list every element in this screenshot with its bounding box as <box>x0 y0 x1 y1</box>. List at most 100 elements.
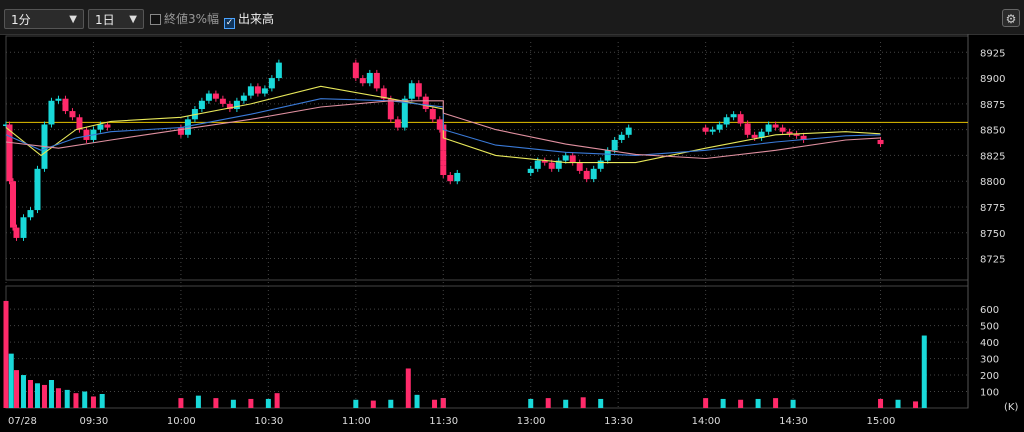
candle-body <box>534 160 541 169</box>
candle-body <box>408 83 415 99</box>
time-tick-label: 13:00 <box>517 416 546 427</box>
period-dropdown[interactable]: 1日 ▼ <box>88 9 144 29</box>
candle-body <box>597 160 604 169</box>
volume-bar <box>755 398 761 408</box>
candle-body <box>9 181 16 228</box>
candle-body <box>527 168 534 173</box>
price-tick-label: 8900 <box>980 74 1005 85</box>
candle-body <box>576 162 583 171</box>
candle-body <box>618 134 625 140</box>
volume-bar <box>73 393 79 408</box>
candle-body <box>415 83 422 97</box>
chart-toolbar: 1分 ▼ 1日 ▼ 終値3%幅 ✓ 出来高 ⚙ <box>0 0 1024 35</box>
candle-body <box>541 160 548 163</box>
volume-tick-label: 300 <box>980 355 999 366</box>
volume-bar <box>265 398 271 408</box>
price-tick-label: 8825 <box>980 151 1005 162</box>
candle-body <box>730 114 737 118</box>
volume-bar <box>432 399 438 408</box>
candle-body <box>212 93 219 99</box>
candle-body <box>97 124 104 130</box>
volume-bar <box>895 399 901 408</box>
time-axis: 07/28 09:30 10:00 10:30 11:00 11:30 13:00 13:30… <box>8 416 895 427</box>
candle-body <box>793 133 800 136</box>
volume-checkbox[interactable]: ✓ 出来高 <box>224 11 275 29</box>
candle-body <box>562 155 569 161</box>
candle-body <box>48 100 55 125</box>
volume-bar <box>8 353 14 408</box>
volume-bar <box>90 396 96 408</box>
time-tick-label: 11:00 <box>342 416 371 427</box>
volume-bar <box>34 383 40 408</box>
volume-bar <box>414 394 420 408</box>
price-panel-frame <box>5 35 969 281</box>
time-tick-label: 14:30 <box>779 416 808 427</box>
time-tick-label: 11:30 <box>429 416 458 427</box>
time-tick-label: 09:30 <box>79 416 108 427</box>
time-tick-label: 14:00 <box>692 416 721 427</box>
volume-bar <box>55 388 61 408</box>
candle-body <box>716 124 723 130</box>
volume-bar <box>248 398 254 408</box>
candle-body <box>583 170 590 180</box>
candle-body <box>751 134 758 138</box>
candle-body <box>76 117 83 130</box>
candle-body <box>69 111 76 118</box>
volume-bar <box>64 389 70 408</box>
candle-body <box>366 72 373 84</box>
close-range-label: 終値3%幅 <box>164 12 220 26</box>
candle-body <box>198 100 205 110</box>
volume-tick-label: 100 <box>980 388 999 399</box>
time-tick-label: 15:00 <box>867 416 896 427</box>
volume-bar <box>790 399 796 408</box>
candle-body <box>401 98 408 128</box>
volume-unit-label: (K) <box>1004 402 1018 413</box>
candle-body <box>373 72 380 89</box>
candle-body <box>429 109 436 120</box>
volume-bar <box>20 375 26 408</box>
candle-body <box>765 124 772 132</box>
volume-bar <box>405 368 411 408</box>
candle-body <box>177 127 184 135</box>
candle-body <box>387 98 394 120</box>
candle-body <box>394 119 401 128</box>
moving-average-lines <box>5 85 881 164</box>
volume-bar <box>720 398 726 408</box>
volume-bar <box>213 398 219 408</box>
candle-body <box>55 98 62 101</box>
volume-bar <box>27 380 33 408</box>
volume-label: 出来高 <box>238 12 275 26</box>
candle-body <box>247 86 254 96</box>
volume-panel-frame <box>5 285 969 409</box>
volume-bar <box>738 399 744 408</box>
candle-body <box>268 78 275 89</box>
candle-body <box>786 131 793 134</box>
gear-icon[interactable]: ⚙ <box>1002 9 1020 27</box>
candle-body <box>34 168 41 211</box>
candle-body <box>3 124 9 126</box>
period-value: 1日 <box>95 13 115 27</box>
moving-average-line <box>5 100 881 160</box>
volume-bar <box>440 398 446 408</box>
candle-body <box>440 150 447 161</box>
volume-bar <box>3 300 9 408</box>
candle-body <box>723 117 730 125</box>
candle-body <box>104 124 111 128</box>
candle-body <box>877 139 884 145</box>
volume-axis: 100 200 300 400 500 600 <box>980 305 999 398</box>
price-tick-label: 8925 <box>980 48 1005 59</box>
candle-body <box>737 114 744 124</box>
volume-bar <box>563 399 569 408</box>
volume-bar <box>913 401 919 408</box>
volume-bar <box>773 398 779 408</box>
candle-body <box>240 95 247 101</box>
candle-body <box>447 175 454 182</box>
volume-bar <box>703 398 709 408</box>
candle-body <box>779 127 786 132</box>
interval-dropdown[interactable]: 1分 ▼ <box>4 9 84 29</box>
volume-bar <box>580 397 586 408</box>
candle-body <box>352 62 359 79</box>
candle-body <box>226 103 233 110</box>
close-range-checkbox[interactable]: 終値3%幅 <box>150 11 219 27</box>
candle-body <box>6 124 13 182</box>
